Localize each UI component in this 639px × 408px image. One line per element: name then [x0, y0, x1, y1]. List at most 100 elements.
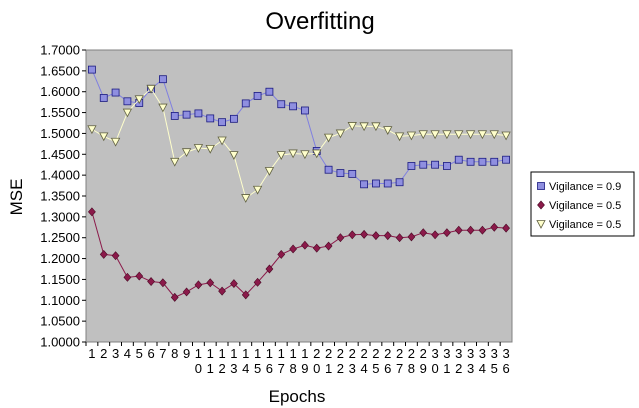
data-point: [454, 130, 464, 140]
data-point: [490, 222, 499, 232]
data-point: [158, 103, 168, 113]
data-point: [312, 149, 322, 159]
data-point: [277, 100, 286, 109]
data-point: [443, 228, 451, 238]
y-tick-label: 1.2000: [40, 251, 80, 266]
data-point: [324, 165, 333, 174]
data-point: [301, 240, 309, 250]
data-point: [194, 109, 203, 118]
legend-marker: [536, 220, 546, 229]
x-tick-label: 3: [112, 346, 119, 361]
data-point: [99, 132, 109, 142]
data-point: [241, 290, 250, 300]
data-point: [372, 179, 380, 188]
data-point: [88, 207, 96, 217]
plot-area: [85, 49, 513, 343]
x-tick-label: 7: [159, 346, 166, 361]
data-point: [264, 167, 275, 176]
data-point: [159, 278, 167, 288]
data-point: [123, 97, 132, 106]
legend-label: Vigilance = 0.5: [549, 200, 621, 212]
data-point: [348, 169, 357, 178]
data-point: [360, 229, 368, 239]
data-point: [276, 151, 286, 160]
data-point: [430, 130, 440, 140]
data-point: [454, 155, 463, 164]
data-point: [431, 160, 439, 169]
data-point: [205, 144, 215, 154]
data-point: [348, 230, 357, 240]
data-point: [123, 272, 132, 282]
data-point: [87, 125, 97, 135]
data-point: [134, 95, 144, 105]
x-tick-label: 2: [100, 346, 107, 361]
data-point: [206, 278, 215, 288]
data-point: [110, 137, 121, 147]
y-tick-label: 1.0500: [40, 314, 80, 329]
data-point: [206, 114, 215, 123]
data-point: [395, 178, 404, 187]
data-point: [146, 84, 156, 94]
data-point: [323, 133, 334, 143]
data-point: [360, 180, 368, 189]
data-point: [230, 114, 238, 123]
data-point: [406, 131, 417, 141]
data-point: [336, 169, 345, 177]
data-point: [359, 122, 369, 132]
data-point: [395, 233, 404, 243]
data-point: [277, 249, 286, 259]
data-point: [419, 228, 428, 238]
y-tick-label: 1.5500: [40, 105, 80, 120]
x-tick-label: 4: [124, 346, 131, 361]
legend-marker: [537, 200, 545, 210]
data-point: [170, 112, 179, 120]
data-point: [383, 179, 392, 188]
data-point: [135, 271, 144, 281]
y-tick-label: 1.7000: [40, 43, 80, 58]
data-point: [466, 157, 475, 166]
data-point: [265, 87, 274, 96]
data-point: [502, 155, 510, 164]
y-tick-label: 1.4500: [40, 147, 80, 162]
y-tick-label: 1.5000: [40, 126, 80, 141]
x-tick-label: 6: [147, 346, 154, 361]
data-point: [217, 136, 227, 146]
data-point: [477, 130, 488, 140]
y-tick-label: 1.0000: [40, 335, 80, 350]
data-point: [194, 280, 203, 290]
data-point: [88, 65, 96, 74]
y-axis-ticks: 1.0000 1.0500 1.1000 1.1500 1.2000 1.2500 1.30…: [40, 43, 86, 350]
data-point: [218, 286, 226, 296]
data-point: [347, 122, 357, 131]
legend-marker: [537, 182, 545, 190]
data-point: [419, 160, 428, 169]
data-point: [394, 132, 405, 142]
data-point: [253, 277, 262, 287]
data-point: [490, 157, 499, 166]
data-point: [289, 244, 297, 254]
data-point: [181, 148, 192, 158]
data-point: [465, 130, 476, 140]
data-point: [478, 157, 487, 166]
data-point: [170, 292, 179, 302]
data-point: [502, 223, 510, 233]
x-tick-label: 8: [171, 346, 178, 361]
x-axis-ticks: 1 2 3 4 5 6 7 8 9 1 01 11 21 31 41 51 61 71 81 92 02 12 22 32 42…: [85, 342, 510, 376]
